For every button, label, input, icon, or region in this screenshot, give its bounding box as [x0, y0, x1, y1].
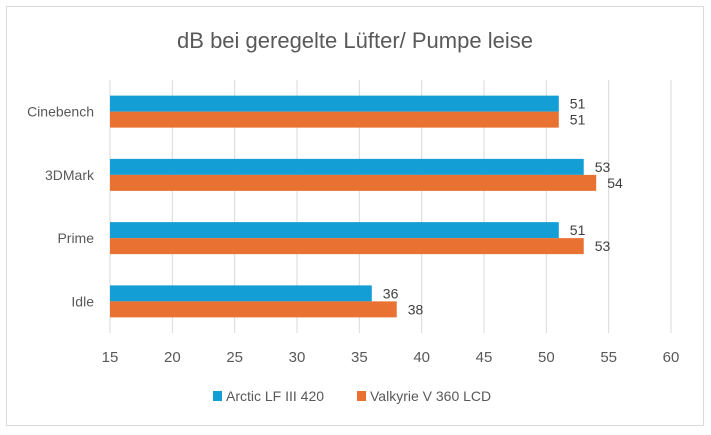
- bar: [110, 95, 559, 112]
- bar: [110, 222, 559, 239]
- x-tick-label: 50: [538, 349, 555, 366]
- category-label: Idle: [71, 293, 94, 309]
- legend-swatch: [357, 391, 366, 401]
- chart-title: dB bei geregelte Lüfter/ Pumpe leise: [177, 28, 533, 53]
- data-label: 51: [570, 96, 586, 112]
- x-tick-label: 55: [600, 349, 617, 366]
- x-tick-label: 35: [351, 349, 368, 366]
- data-label: 54: [607, 175, 623, 191]
- x-tick-label: 15: [102, 349, 119, 366]
- data-label: 36: [383, 285, 399, 301]
- data-label: 51: [570, 222, 586, 238]
- bar: [110, 158, 584, 175]
- x-tick-label: 40: [413, 349, 430, 366]
- bar: [110, 238, 584, 255]
- category-label: 3DMark: [45, 167, 95, 183]
- bar: [110, 285, 372, 302]
- data-label: 51: [570, 112, 586, 128]
- x-tick-label: 45: [476, 349, 493, 366]
- category-label: Prime: [57, 230, 94, 246]
- x-tick-label: 30: [289, 349, 306, 366]
- data-label: 38: [408, 301, 424, 317]
- category-label: Cinebench: [27, 104, 94, 120]
- legend-label: Valkyrie V 360 LCD: [370, 388, 491, 404]
- bar: [110, 174, 597, 191]
- bar: [110, 301, 397, 318]
- x-tick-label: 25: [226, 349, 243, 366]
- data-label: 53: [595, 159, 611, 175]
- legend-label: Arctic LF III 420: [226, 388, 324, 404]
- x-tick-label: 60: [663, 349, 680, 366]
- legend-swatch: [213, 391, 222, 401]
- data-label: 53: [595, 238, 611, 254]
- chart-frame: [6, 6, 704, 426]
- x-tick-label: 20: [164, 349, 181, 366]
- bar: [110, 111, 559, 128]
